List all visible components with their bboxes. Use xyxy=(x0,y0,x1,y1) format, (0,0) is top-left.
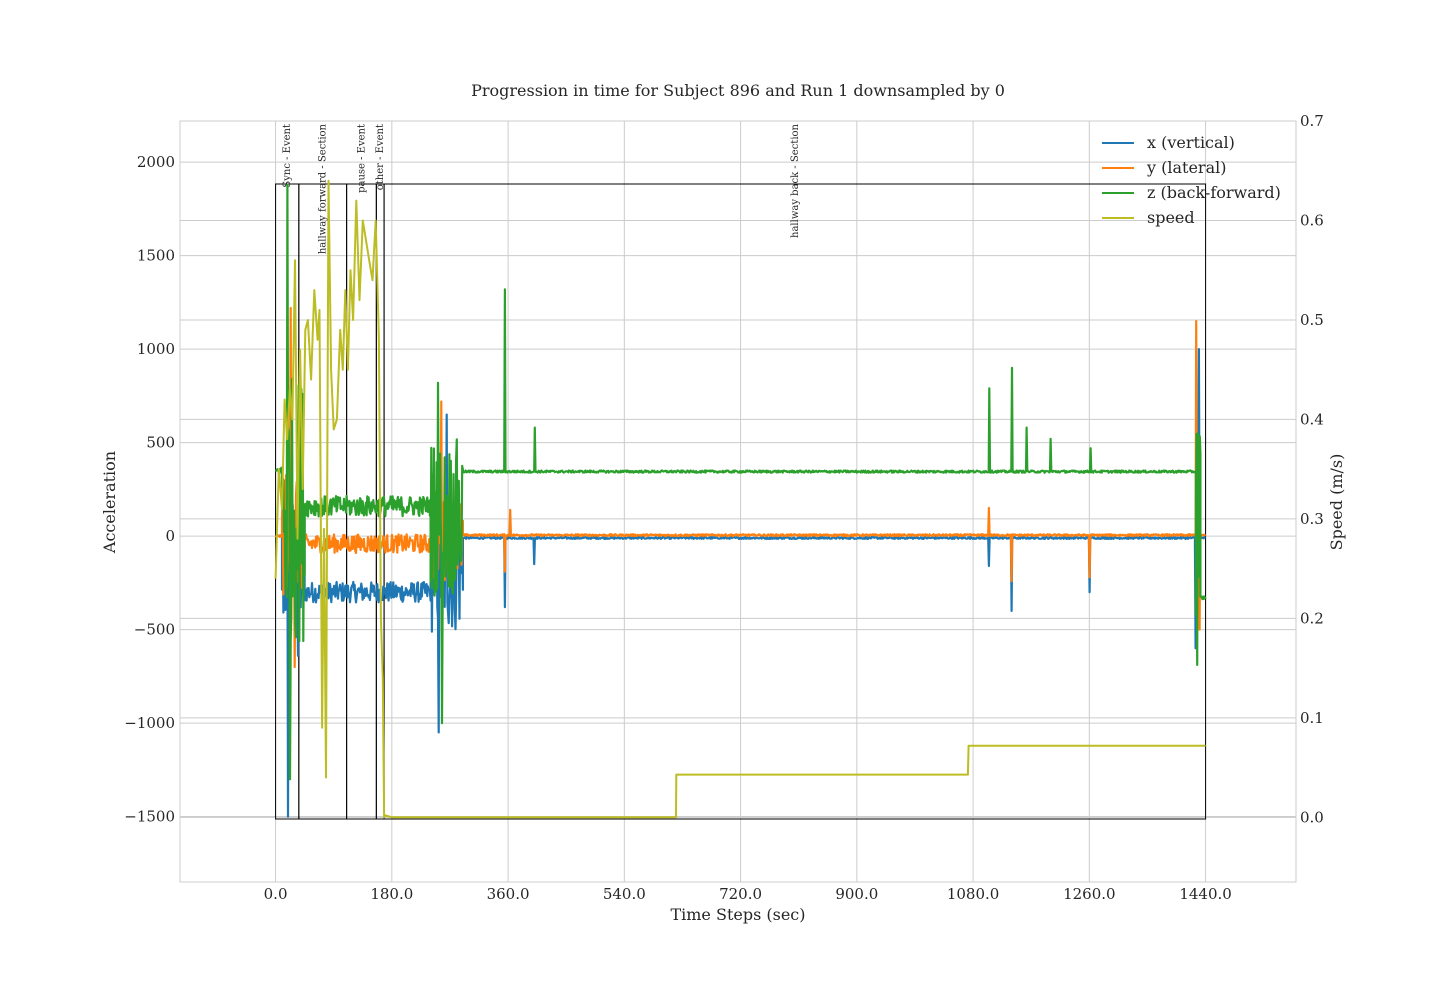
legend: x (vertical) y (lateral) z (back-forward) s… xyxy=(1102,133,1281,227)
y2-axis-ticks: 0.0 0.1 0.2 0.3 0.4 0.5 0.6 0.7 xyxy=(1300,112,1324,826)
y-tick-label: −1000 xyxy=(124,714,175,732)
x-tick-label: 1080.0 xyxy=(947,885,1000,903)
chart-title: Progression in time for Subject 896 and … xyxy=(471,81,1005,100)
x-axis-label: Time Steps (sec) xyxy=(670,905,805,924)
x-tick-label: 180.0 xyxy=(370,885,413,903)
series-line xyxy=(274,179,1206,819)
y2-tick-label: 0.3 xyxy=(1300,510,1324,528)
series-line xyxy=(274,306,1207,669)
y2-tick-label: 0.1 xyxy=(1300,709,1324,727)
legend-label: y (lateral) xyxy=(1146,158,1226,177)
y2-axis-label: Speed (m/s) xyxy=(1327,454,1346,551)
y2-tick-label: 0.0 xyxy=(1300,808,1324,826)
legend-label: z (back-forward) xyxy=(1147,183,1281,202)
y-axis-ticks: −1500 −1000 −500 0 500 1000 1500 2000 xyxy=(124,153,175,825)
event-label: pause - Event xyxy=(356,124,367,193)
y-tick-label: 1500 xyxy=(137,247,175,265)
event-label: other - Event xyxy=(375,124,386,190)
x-tick-label: 720.0 xyxy=(719,885,762,903)
y-tick-label: 1000 xyxy=(137,340,175,358)
y2-tick-label: 0.5 xyxy=(1300,311,1324,329)
legend-label: x (vertical) xyxy=(1147,133,1235,152)
event-label: hallway forward - Section xyxy=(318,123,329,254)
legend-label: speed xyxy=(1147,208,1195,227)
y2-tick-label: 0.6 xyxy=(1300,211,1324,229)
y-axis-label: Acceleration xyxy=(100,451,119,554)
y-tick-label: 500 xyxy=(146,434,175,452)
x-tick-label: 900.0 xyxy=(835,885,878,903)
event-label: hallway back - Section xyxy=(790,123,801,238)
plot-area xyxy=(179,120,1297,883)
y-tick-label: −500 xyxy=(134,621,175,639)
x-tick-label: 360.0 xyxy=(487,885,530,903)
y-tick-label: 2000 xyxy=(137,153,175,171)
x-tick-label: 0.0 xyxy=(264,885,288,903)
x-tick-label: 1440.0 xyxy=(1179,885,1232,903)
y2-tick-label: 0.7 xyxy=(1300,112,1324,130)
series-lines xyxy=(274,179,1207,819)
x-tick-label: 1260.0 xyxy=(1063,885,1116,903)
y2-tick-label: 0.2 xyxy=(1300,609,1324,627)
y-tick-label: −1500 xyxy=(124,808,175,826)
x-tick-label: 540.0 xyxy=(603,885,646,903)
y2-tick-label: 0.4 xyxy=(1300,410,1324,428)
x-axis-ticks: 0.0 180.0 360.0 540.0 720.0 900.0 1080.0 1260.0… xyxy=(264,885,1232,903)
series-line xyxy=(274,183,1207,781)
y-tick-label: 0 xyxy=(165,527,175,545)
event-label: Sync - Event xyxy=(282,124,293,188)
series-line xyxy=(274,348,1206,818)
